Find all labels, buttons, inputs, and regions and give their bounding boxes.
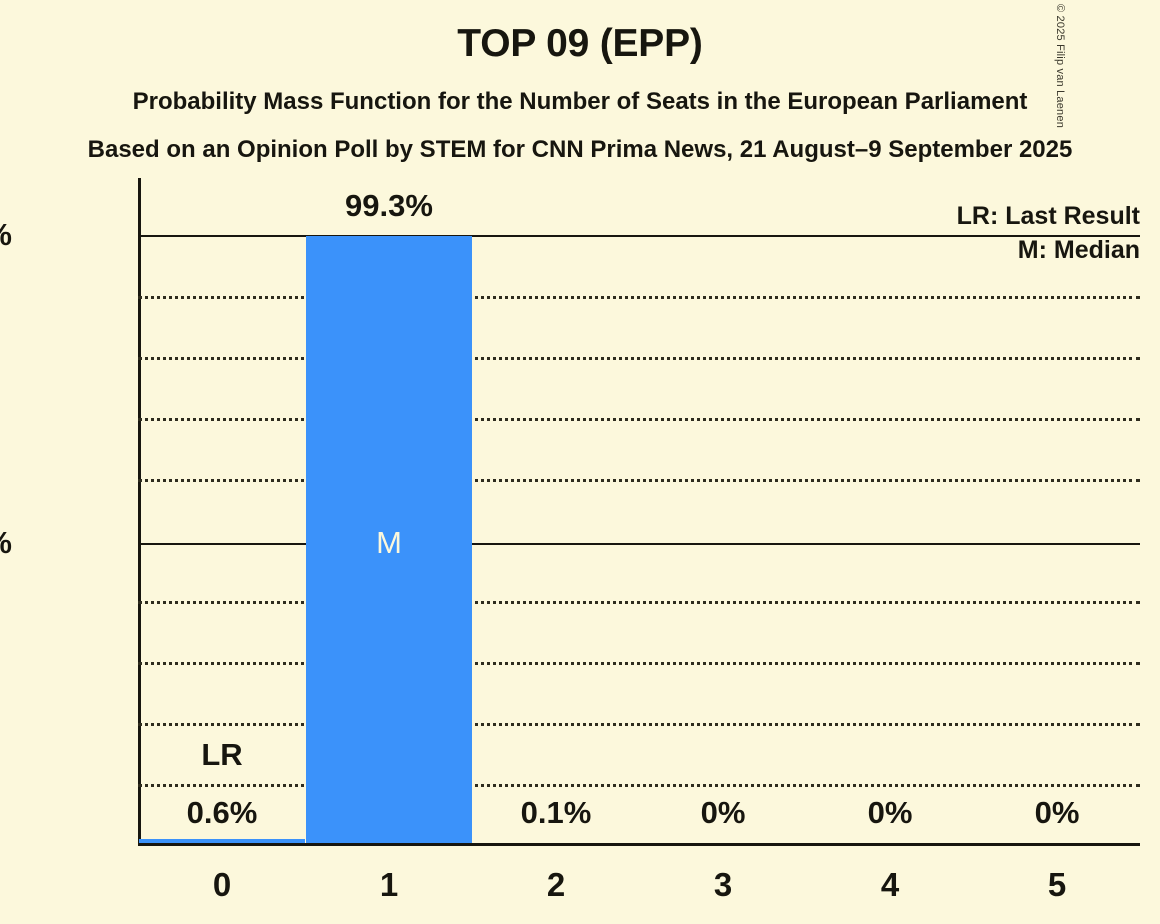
gridline-70 xyxy=(138,418,1140,421)
gridline-40 xyxy=(138,601,1140,604)
x-axis-tick-5: 5 xyxy=(1047,866,1067,903)
gridline-30 xyxy=(138,662,1140,665)
gridline-50 xyxy=(138,543,1140,545)
chart-source-line: Based on an Opinion Poll by STEM for CNN… xyxy=(87,136,1073,163)
chart-subtitle: Probability Mass Function for the Number… xyxy=(132,88,1028,115)
value-label-seats-0: 0.6% xyxy=(186,795,258,830)
x-axis-tick-2: 2 xyxy=(546,866,566,903)
median-marker: M xyxy=(376,525,402,560)
value-label-seats-4: 0% xyxy=(867,795,913,830)
gridline-90 xyxy=(138,296,1140,299)
page-title: TOP 09 (EPP) xyxy=(457,22,703,65)
y-axis-line xyxy=(138,178,141,846)
x-axis-tick-1: 1 xyxy=(379,866,399,903)
value-label-seats-5: 0% xyxy=(1034,795,1080,830)
gridline-60 xyxy=(138,479,1140,482)
x-axis-line xyxy=(138,843,1140,846)
last-result-marker: LR xyxy=(201,737,243,772)
y-axis-tick-100: 100% xyxy=(0,217,12,253)
gridline-20 xyxy=(138,723,1140,726)
x-axis-tick-3: 3 xyxy=(713,866,733,903)
value-label-seats-1: 99.3% xyxy=(345,188,433,223)
gridline-100 xyxy=(138,235,1140,237)
value-label-seats-2: 0.1% xyxy=(520,795,592,830)
gridline-80 xyxy=(138,357,1140,360)
y-axis-tick-50: 50% xyxy=(0,525,12,561)
value-label-seats-3: 0% xyxy=(700,795,746,830)
x-axis-tick-4: 4 xyxy=(880,866,900,903)
gridline-10 xyxy=(138,784,1140,787)
plot-area xyxy=(138,178,1140,846)
legend-item-last-result: LR: Last Result xyxy=(956,202,1140,230)
bar-seats-1 xyxy=(306,236,472,843)
legend-item-median: M: Median xyxy=(1017,236,1140,264)
bar-seats-0 xyxy=(139,839,305,843)
x-axis-tick-0: 0 xyxy=(212,866,232,903)
copyright-notice: © 2025 Filip van Laenen xyxy=(1054,4,1066,129)
